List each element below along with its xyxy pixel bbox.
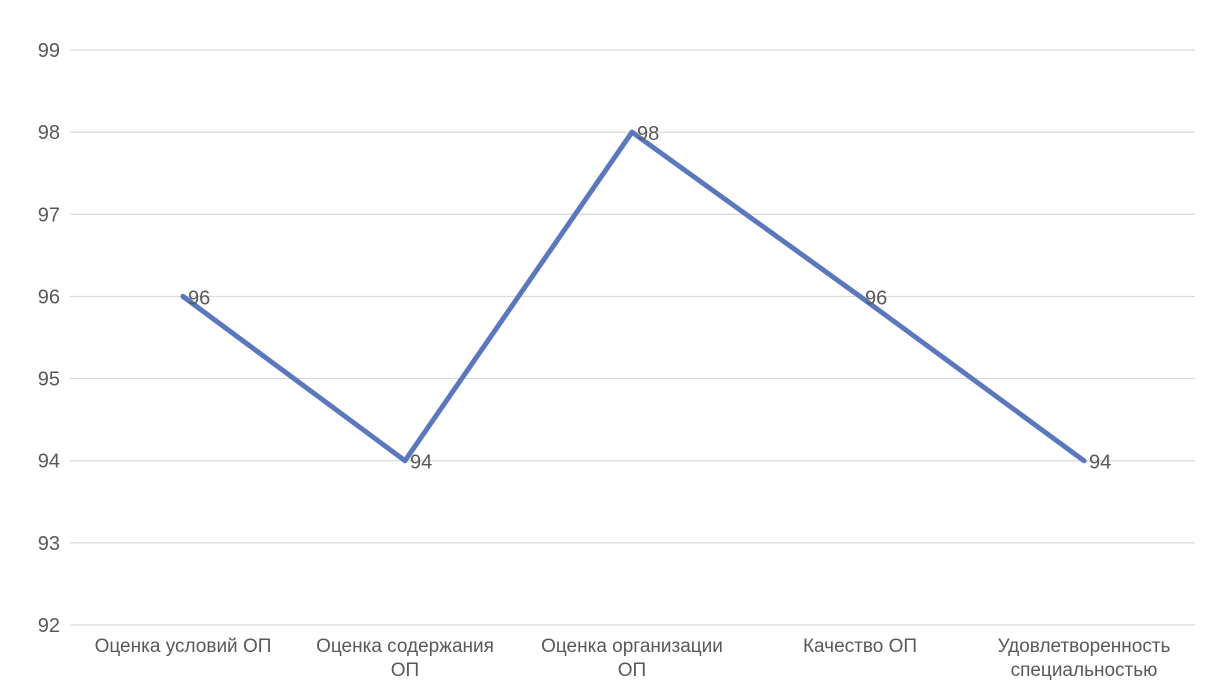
x-category-label-line: специальностью xyxy=(1011,660,1158,681)
y-tick-label: 92 xyxy=(38,615,60,637)
x-category-label-line: ОП xyxy=(618,660,646,681)
data-label: 94 xyxy=(1089,452,1111,474)
data-point xyxy=(180,293,186,299)
data-label: 98 xyxy=(637,123,659,145)
x-category-label-line: Оценка организации xyxy=(541,636,723,657)
gridlines xyxy=(70,49,1195,626)
x-category-label-line: Оценка содержания xyxy=(316,636,494,657)
x-category-label-line: Оценка условий ОП xyxy=(95,636,272,657)
y-tick-label: 98 xyxy=(38,122,60,144)
data-point xyxy=(857,293,863,299)
y-tick-label: 97 xyxy=(38,204,60,226)
y-tick-label: 94 xyxy=(38,451,60,473)
data-label: 96 xyxy=(188,287,210,309)
y-tick-label: 96 xyxy=(38,286,60,308)
series-group xyxy=(180,129,1087,464)
x-category-label-line: Удовлетворенность xyxy=(998,636,1171,657)
x-category-label: Удовлетворенность специальностью xyxy=(998,636,1171,681)
data-point xyxy=(629,129,635,135)
x-category-label: Оценка содержания ОП xyxy=(316,636,494,681)
y-axis-tick-labels: 92 93 94 95 96 97 98 99 xyxy=(38,40,60,637)
data-point xyxy=(1081,458,1087,464)
x-category-label: Оценка условий ОП xyxy=(95,636,272,657)
data-point xyxy=(402,458,408,464)
x-axis-category-labels: Оценка условий ОП Оценка содержания ОПОцен… xyxy=(95,636,1171,681)
y-tick-label: 93 xyxy=(38,533,60,555)
data-label: 96 xyxy=(865,287,887,309)
y-tick-label: 99 xyxy=(38,40,60,62)
y-tick-label: 95 xyxy=(38,369,60,391)
data-labels: 96 94 98 96 94 xyxy=(188,123,1111,474)
x-category-label-line: Качество ОП xyxy=(803,636,917,657)
x-category-label-line: ОП xyxy=(391,660,419,681)
data-label: 94 xyxy=(410,452,432,474)
x-category-label: Качество ОП xyxy=(803,636,917,657)
x-category-label: Оценка организации ОП xyxy=(541,636,723,681)
